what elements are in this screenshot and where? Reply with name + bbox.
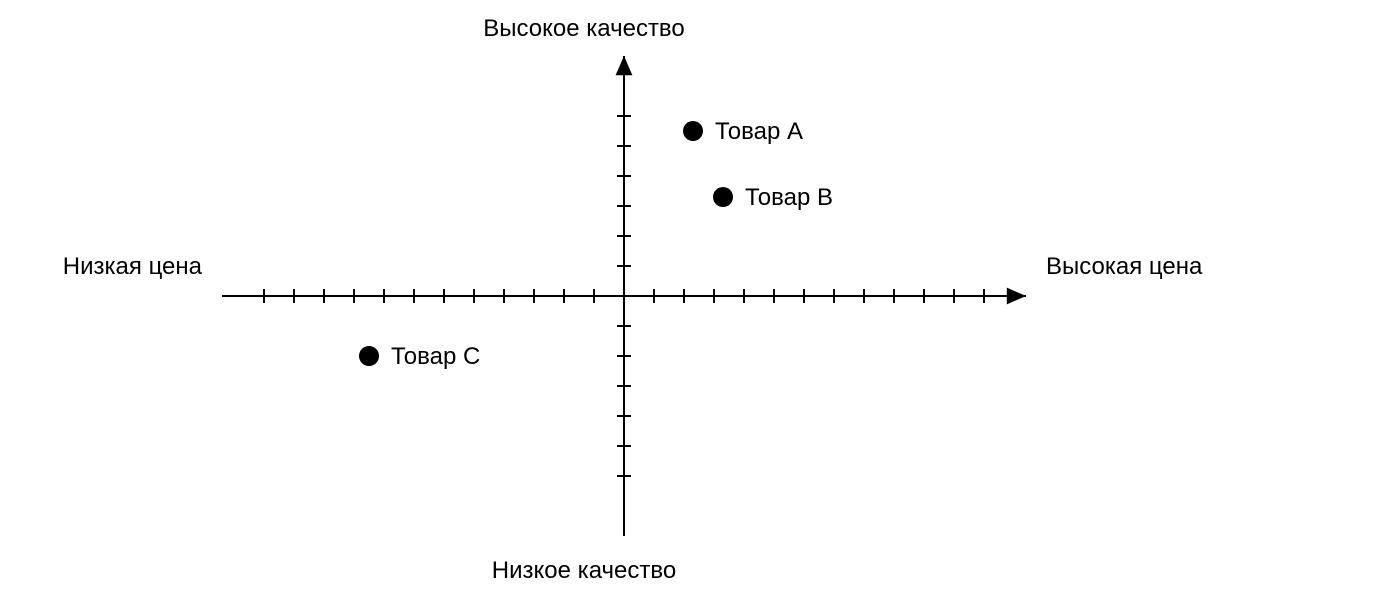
- point-product-a: Товар А: [683, 118, 803, 145]
- axes: [222, 56, 1026, 536]
- point-marker-icon: [359, 346, 379, 366]
- axis-label-right: Высокая цена: [1046, 253, 1203, 280]
- axis-label-left: Низкая цена: [63, 253, 203, 280]
- y-axis-arrow-icon: [616, 56, 633, 75]
- point-product-b: Товар В: [713, 184, 833, 211]
- axis-label-bottom: Низкое качество: [492, 557, 676, 584]
- point-label: Товар А: [715, 118, 803, 145]
- x-axis-arrow-icon: [1007, 288, 1026, 305]
- axis-label-top: Высокое качество: [483, 15, 685, 42]
- point-label: Товар В: [745, 184, 833, 211]
- positioning-chart: Высокое качество Низкое качество Низкая це…: [0, 0, 1394, 592]
- point-marker-icon: [683, 121, 703, 141]
- point-product-c: Товар С: [359, 343, 480, 370]
- point-label: Товар С: [391, 343, 480, 370]
- point-marker-icon: [713, 187, 733, 207]
